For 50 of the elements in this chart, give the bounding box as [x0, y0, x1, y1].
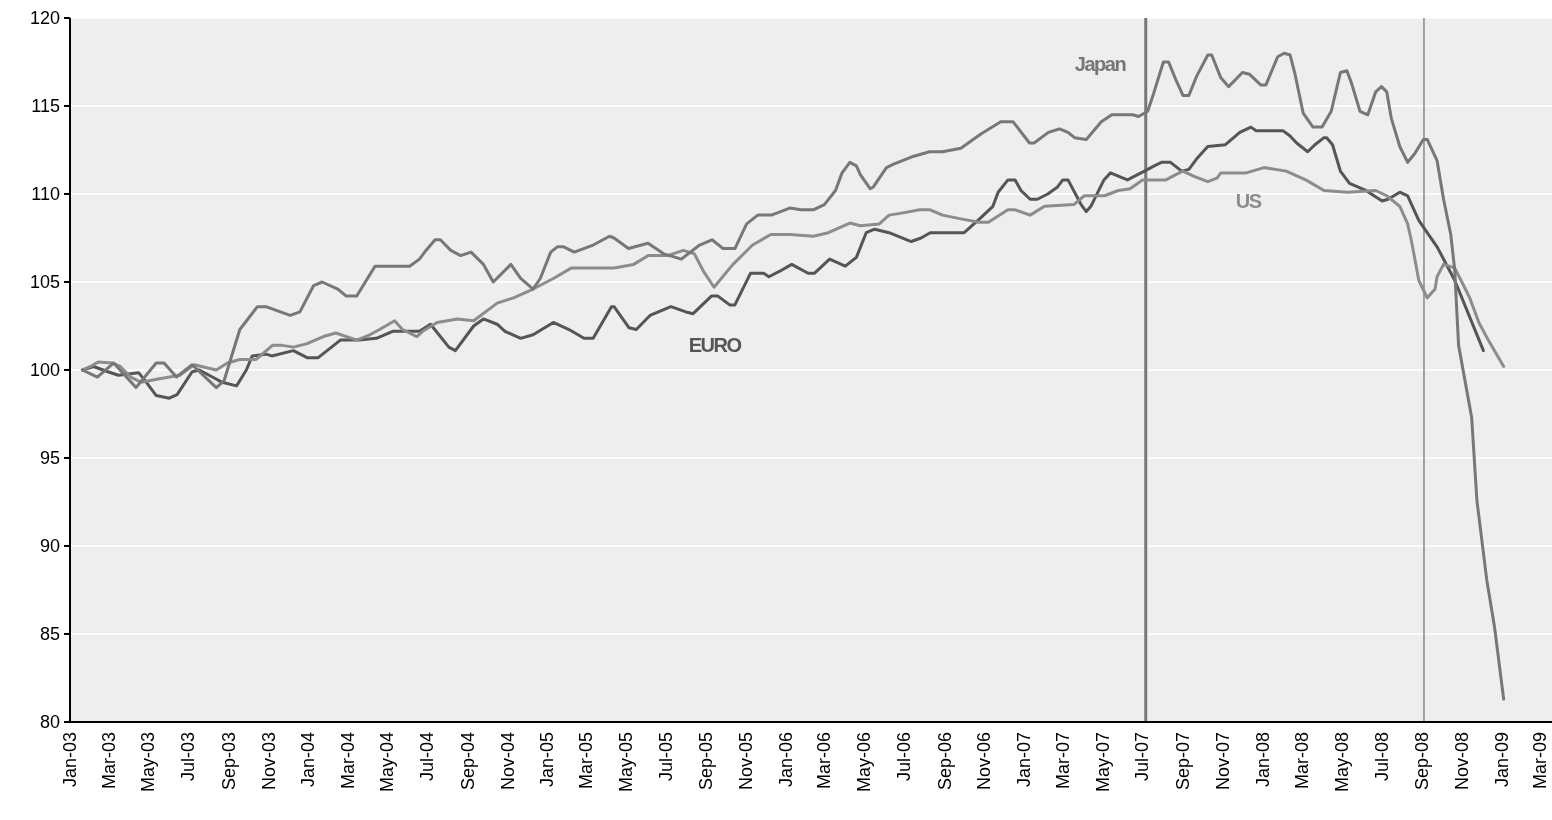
x-tick-label: Sep-05 — [696, 732, 717, 791]
x-tick-label: Sep-08 — [1412, 732, 1433, 791]
x-tick-label: Nov-04 — [497, 732, 518, 791]
x-tick-label: Jul-04 — [417, 732, 438, 782]
x-tick-label: Mar-09 — [1530, 732, 1551, 790]
y-tick-label: 80 — [39, 712, 60, 733]
x-tick-label: Mar-06 — [814, 732, 835, 790]
x-tick-label: Nov-03 — [258, 732, 279, 791]
x-tick-label: May-06 — [854, 732, 875, 793]
x-tick-label: Jan-07 — [1014, 732, 1035, 788]
x-tick-label: May-07 — [1092, 732, 1113, 793]
x-tick-label: Nov-06 — [974, 732, 995, 791]
series-label: EURO — [688, 334, 742, 357]
x-tick-label: Jan-06 — [775, 732, 796, 788]
y-tick-label: 100 — [29, 360, 60, 381]
y-tick-label: 90 — [39, 536, 60, 557]
y-tick-label: 85 — [39, 624, 60, 645]
x-tick-label: Jan-04 — [298, 732, 319, 788]
y-tick-label: 120 — [29, 8, 60, 29]
y-tick-label: 110 — [31, 184, 60, 205]
x-tick-label: Nov-07 — [1212, 732, 1233, 791]
y-tick-label: 115 — [31, 96, 60, 117]
x-tick-label: May-03 — [138, 732, 159, 793]
x-tick-label: Jul-03 — [178, 732, 199, 782]
x-tick-label: Jul-08 — [1371, 732, 1392, 782]
x-tick-label: Sep-04 — [457, 732, 478, 791]
x-tick-label: Jul-06 — [894, 732, 915, 782]
x-tick-label: Jan-05 — [537, 732, 558, 788]
x-tick-label: Mar-03 — [98, 732, 119, 790]
x-tick-label: Jan-03 — [60, 732, 80, 788]
series-label: US — [1235, 190, 1262, 213]
x-tick-label: Sep-07 — [1172, 732, 1193, 791]
x-tick-label: Nov-05 — [736, 732, 757, 791]
x-tick-label: Mar-07 — [1052, 732, 1073, 790]
x-tick-label: May-05 — [615, 732, 636, 793]
x-tick-label: Sep-06 — [934, 732, 955, 791]
x-tick-label: May-08 — [1331, 732, 1352, 793]
y-tick-label: 105 — [29, 272, 60, 293]
x-tick-label: May-04 — [377, 732, 398, 793]
x-tick-label: Sep-03 — [218, 732, 239, 791]
x-tick-label: Mar-08 — [1291, 732, 1312, 790]
x-tick-label: Mar-05 — [575, 732, 596, 790]
series-label: Japan — [1074, 52, 1126, 75]
x-tick-label: Nov-08 — [1451, 732, 1472, 791]
x-tick-label: Jul-07 — [1132, 732, 1153, 782]
y-tick-label: 95 — [39, 448, 60, 469]
x-tick-label: Mar-04 — [337, 732, 358, 790]
x-tick-label: Jan-09 — [1491, 732, 1512, 788]
x-tick-label: Jan-08 — [1252, 732, 1273, 788]
x-tick-label: Jul-05 — [655, 732, 676, 782]
